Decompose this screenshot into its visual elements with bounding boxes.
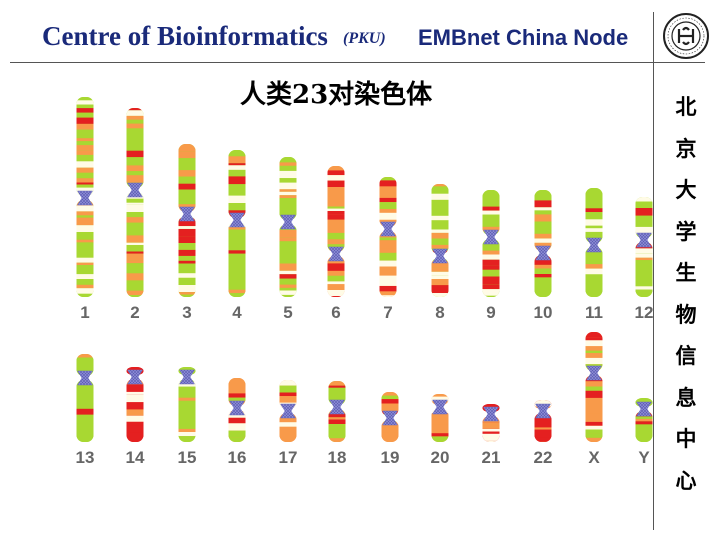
chromosome-label: 19 — [381, 448, 400, 467]
header-institution: (PKU) — [343, 30, 386, 47]
chromosome-19: 19 — [381, 392, 400, 467]
side-char: 中 — [675, 426, 697, 451]
chromosome-x: X — [585, 332, 603, 467]
chromosome-label: 18 — [328, 448, 347, 467]
chromosome-label: 7 — [383, 303, 392, 322]
header-title: Centre of Bioinformatics — [42, 21, 328, 51]
chromosome-label: 17 — [279, 448, 298, 467]
chromosome-21: 21 — [482, 404, 501, 467]
chromosome-label: 16 — [228, 448, 247, 467]
chromosome-label: 3 — [182, 303, 191, 322]
chromosome-label: 13 — [76, 448, 95, 467]
chromosome-label: 1 — [80, 303, 89, 322]
chromosome-label: 2 — [130, 303, 139, 322]
chromosome-20: 20 — [431, 394, 450, 467]
chromosome-1: 1 — [76, 97, 94, 322]
chromosome-label: 6 — [331, 303, 340, 322]
chromosome-label: 9 — [486, 303, 495, 322]
chromosome-label: 21 — [482, 448, 501, 467]
side-char: 学 — [675, 218, 697, 244]
chromosome-7: 7 — [379, 177, 397, 322]
header-divider — [10, 62, 705, 63]
chromosome-label: 11 — [585, 303, 603, 322]
diagram-title: 人类23对染色体 — [240, 80, 433, 110]
chromosome-17: 17 — [279, 380, 298, 467]
chromosome-4: 4 — [228, 150, 246, 322]
chromosome-y: Y — [635, 398, 653, 467]
side-char: 生 — [675, 260, 697, 285]
chromosome-label: 20 — [431, 448, 450, 467]
chromosome-3: 3 — [178, 144, 196, 322]
header-node: EMBnet China Node — [418, 25, 629, 50]
chromosome-label: 12 — [635, 303, 654, 322]
chromosome-11: 11 — [585, 188, 603, 322]
side-char: 心 — [675, 467, 697, 493]
side-char: 北 — [675, 94, 697, 119]
chromosome-6: 6 — [327, 166, 345, 322]
chromosome-label: 22 — [534, 448, 553, 467]
side-label-peking-university-bioinformatics: 北京大学生物信息中心 — [666, 86, 706, 501]
chromosome-13: 13 — [76, 354, 95, 467]
chromosome-12: 12 — [635, 197, 654, 322]
chromosome-22: 22 — [534, 400, 553, 467]
chromosome-2: 2 — [126, 108, 144, 322]
side-char: 信 — [675, 343, 697, 368]
chromosome-label: 5 — [283, 303, 292, 322]
side-char: 大 — [675, 177, 697, 202]
chromosome-15: 15 — [178, 367, 197, 467]
chromosome-label: 14 — [126, 448, 145, 467]
chromosome-16: 16 — [228, 378, 247, 467]
university-seal-icon — [663, 13, 709, 59]
chromosome-10: 10 — [534, 190, 553, 322]
side-char: 京 — [675, 135, 697, 161]
chromosome-8: 8 — [431, 184, 449, 322]
side-char: 息 — [675, 384, 697, 410]
chromosome-label: 10 — [534, 303, 553, 322]
side-char: 物 — [675, 301, 697, 327]
chromosome-label: 4 — [232, 303, 242, 322]
chromosome-14: 14 — [126, 367, 145, 467]
chromosome-label: Y — [638, 448, 650, 467]
chromosome-label: 8 — [435, 303, 444, 322]
chromosome-5: 5 — [279, 157, 297, 322]
side-divider — [653, 12, 654, 530]
chromosome-label: 15 — [178, 448, 197, 467]
header-banner: Centre of Bioinformatics (PKU) EMBnet Ch… — [0, 0, 650, 64]
chromosome-label: X — [588, 448, 600, 467]
chromosome-18: 18 — [328, 381, 347, 467]
chromosome-9: 9 — [482, 190, 500, 322]
